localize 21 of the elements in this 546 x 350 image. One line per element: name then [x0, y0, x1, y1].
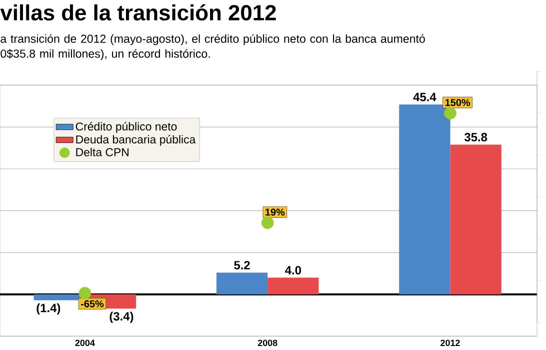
chart-title: villas de la transición 2012 — [0, 4, 276, 20]
data-label: 4.0 — [285, 266, 301, 274]
legend-label: Delta CPN — [76, 148, 128, 156]
data-label: -65% — [81, 300, 104, 308]
data-label: 45.4 — [413, 92, 436, 102]
data-label: 19% — [266, 208, 285, 216]
bar — [268, 278, 319, 294]
data-label: 5.2 — [234, 260, 250, 270]
legend-label: Crédito público neto — [76, 122, 177, 133]
chart-subtitle: a transición de 2012 (mayo-agosto), el crédito público neto con la banca aumentó 0$35.8 mil millones), un récord histórico. — [0, 34, 425, 60]
data-label: 150% — [445, 99, 470, 106]
x-tick-label: 2004 — [75, 340, 95, 346]
data-label: (1.4) — [36, 303, 60, 315]
bar — [216, 272, 268, 294]
x-tick-label: 2012 — [440, 340, 460, 346]
bar — [450, 144, 502, 294]
bar — [399, 104, 450, 294]
legend-label: Deuda bancaria pública — [76, 134, 196, 146]
data-label: (3.4) — [110, 312, 134, 323]
x-tick-label: 2008 — [258, 340, 278, 346]
data-label: 35.8 — [464, 132, 488, 142]
